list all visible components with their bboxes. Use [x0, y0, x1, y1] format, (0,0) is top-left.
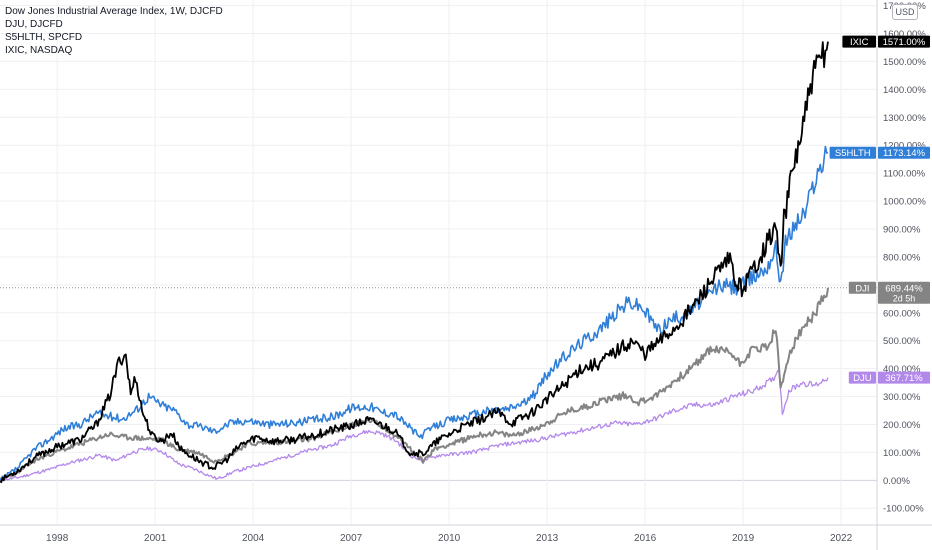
x-tick-label: 2013: [536, 533, 559, 544]
series-line-dju: [0, 369, 829, 482]
y-tick-label: 1300.00%: [883, 113, 926, 124]
series-value-tag-bg: [878, 146, 930, 159]
series-value-tag: 367.71%: [885, 373, 923, 384]
series-name-tag[interactable]: IXIC: [850, 37, 869, 48]
legend-item-dju[interactable]: DJU, DJCFD: [5, 19, 63, 30]
y-tick-label: 500.00%: [883, 336, 921, 347]
series-name-tag-bg: [829, 146, 876, 159]
y-tick-label: 1600.00%: [883, 29, 926, 40]
series-name-tag-bg: [848, 281, 876, 294]
series-name-tag-bg: [848, 371, 876, 384]
x-tick-label: 2019: [732, 533, 755, 544]
y-tick-label: 200.00%: [883, 420, 921, 431]
legend-item-dji[interactable]: Dow Jones Industrial Average Index, 1W, …: [5, 6, 223, 17]
series-value-tag-bg: [878, 281, 930, 304]
series-value-tag-bg: [878, 35, 930, 48]
series-value-tag-bg: [878, 371, 930, 384]
series-value-tag: 1173.14%: [883, 148, 926, 159]
series-value-tag: 689.44%: [885, 283, 923, 294]
series-countdown-tag: 2d 5h: [893, 293, 916, 303]
currency-badge[interactable]: USD: [892, 4, 918, 20]
series-name-tag[interactable]: DJI: [855, 283, 869, 294]
series-line-ixic: [0, 41, 829, 483]
x-tick-label: 2001: [144, 533, 167, 544]
y-tick-label: 900.00%: [883, 224, 921, 235]
x-tick-label: 2004: [242, 533, 265, 544]
y-tick-label: 1500.00%: [883, 57, 926, 68]
y-tick-label: 0.00%: [883, 476, 910, 487]
x-tick-label: 2007: [340, 533, 363, 544]
series-name-tag[interactable]: S5HLTH: [835, 148, 871, 159]
series-name-tag[interactable]: DJU: [853, 373, 872, 384]
legend-item-s5hlth[interactable]: S5HLTH, SPCFD: [5, 32, 83, 43]
x-tick-label: 2010: [438, 533, 461, 544]
price-labels: IXIC 1571.00% S5HLTH 1173.14% DJI 689.44%2d 5…: [829, 35, 930, 384]
x-tick-label: 2016: [634, 533, 657, 544]
y-tick-label: 1400.00%: [883, 85, 926, 96]
y-tick-label: 1000.00%: [883, 197, 926, 208]
legend: Dow Jones Industrial Average Index, 1W, …: [5, 5, 223, 57]
y-tick-label: 400.00%: [883, 364, 921, 375]
y-tick-label: 300.00%: [883, 392, 921, 403]
y-tick-label: 100.00%: [883, 448, 921, 459]
legend-item-ixic[interactable]: IXIC, NASDAQ: [5, 45, 73, 56]
y-tick-label: 800.00%: [883, 252, 921, 263]
y-tick-label: 1100.00%: [883, 169, 926, 180]
series-value-tag: 1571.00%: [883, 37, 926, 48]
x-tick-label: 2022: [830, 533, 853, 544]
y-tick-label: 600.00%: [883, 308, 921, 319]
series-layer: [0, 41, 829, 483]
y-tick-label: -100.00%: [883, 504, 924, 515]
series-name-tag-bg: [842, 35, 876, 48]
x-tick-label: 1998: [46, 533, 69, 544]
y-tick-label: 1200.00%: [883, 141, 926, 152]
